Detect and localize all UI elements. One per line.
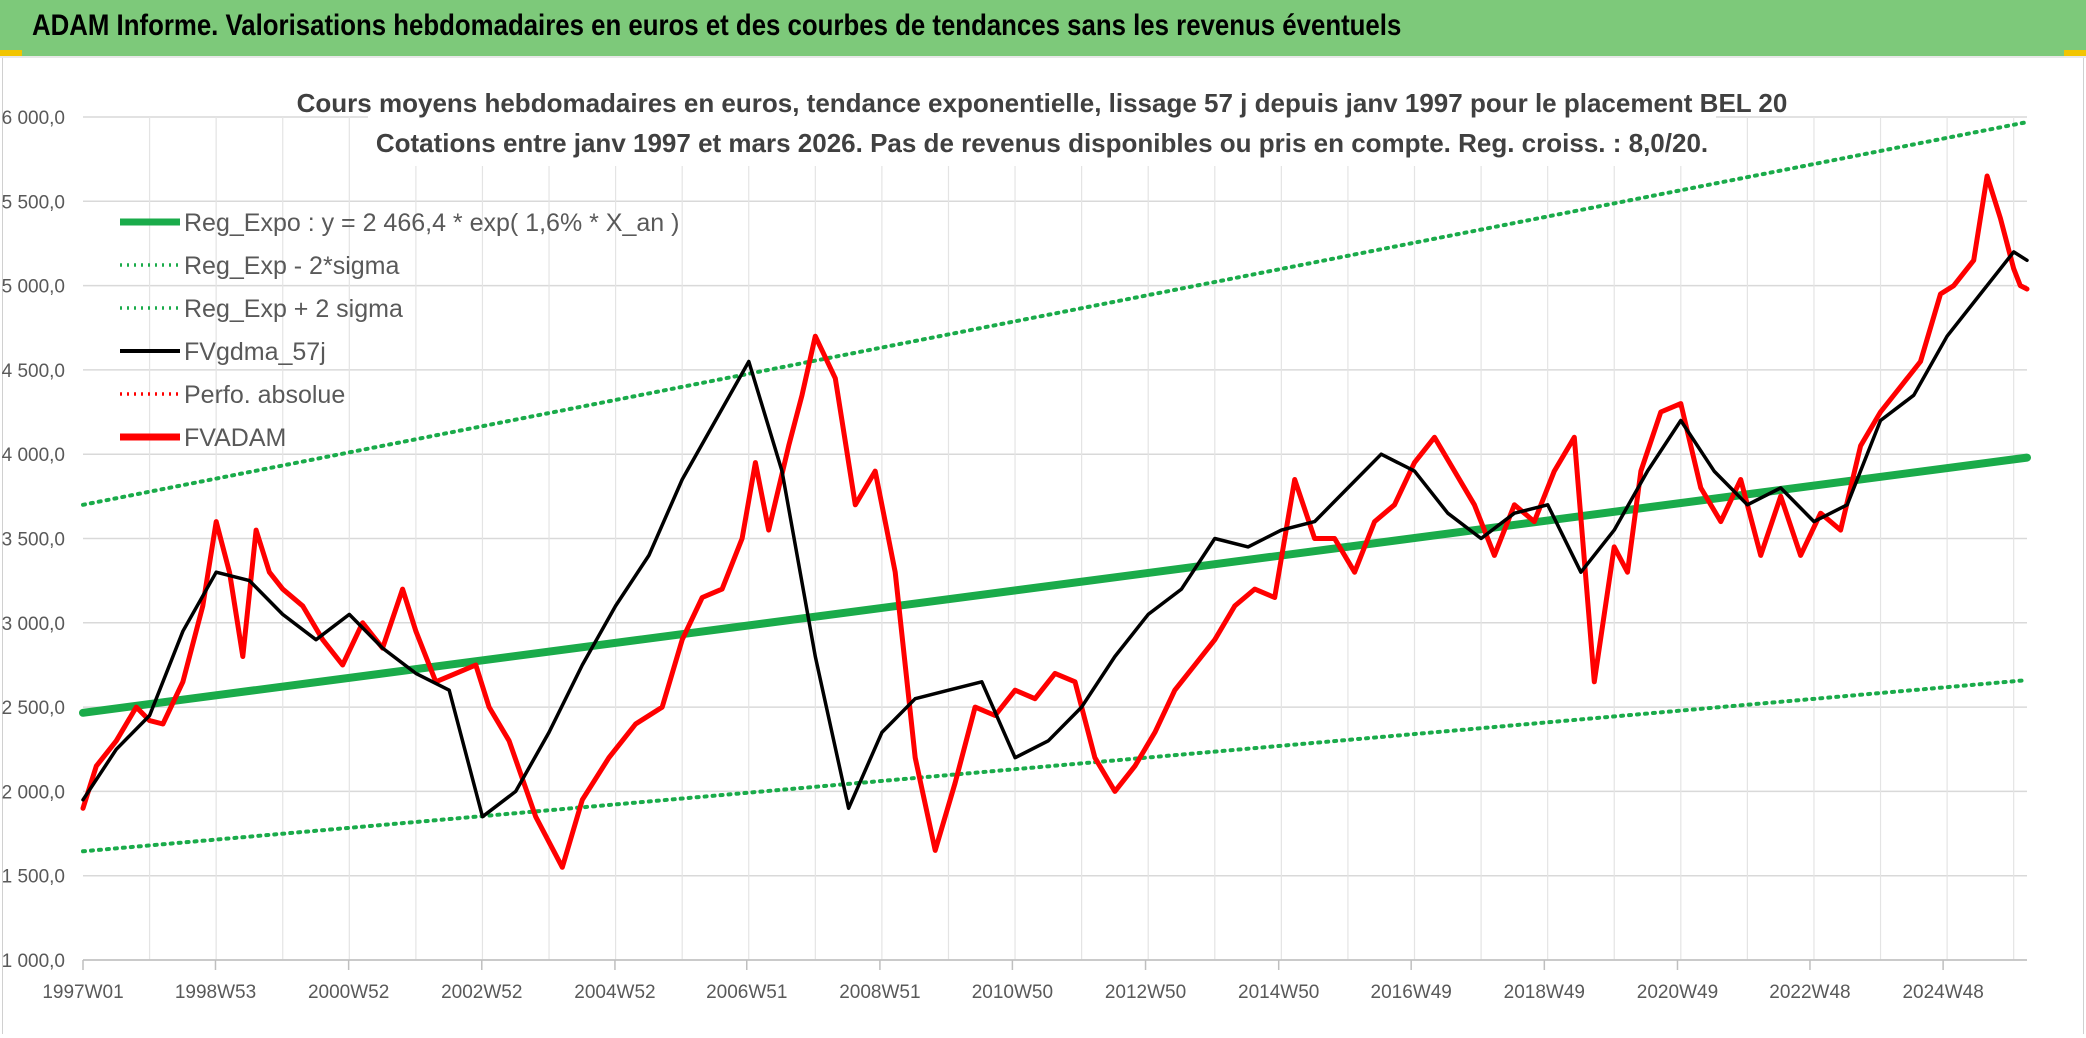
y-tick-label: 1 500,0: [2, 867, 65, 888]
y-tick-label: 5 500,0: [2, 192, 65, 213]
y-tick-label: 4 500,0: [2, 361, 65, 382]
chart-series: [79, 120, 2031, 870]
y-tick-label: 2 000,0: [2, 782, 65, 803]
x-tick-label: 2016W49: [1371, 982, 1452, 1003]
x-tick-label: 2020W49: [1637, 982, 1718, 1003]
report-banner: ADAM Informe. Valorisations hebdomadaire…: [0, 0, 2086, 58]
x-tick-label: 2022W48: [1769, 982, 1850, 1003]
x-tick-label: 2008W51: [839, 982, 920, 1003]
y-tick-label: 3 500,0: [2, 530, 65, 551]
banner-corner-left: [0, 50, 22, 56]
report-title: ADAM Informe. Valorisations hebdomadaire…: [32, 9, 1402, 42]
chart-legend: Reg_Expo : y = 2 466,4 * exp( 1,6% * X_a…: [120, 209, 679, 452]
series-line-reg-exp-2-sigma: [81, 678, 2029, 854]
x-tick-label: 2012W50: [1105, 982, 1186, 1003]
y-tick-label: 3 000,0: [2, 614, 65, 635]
y-axis-ticks: 1 000,0 1 500,0 2 000,0 2 500,0 3 000,0 3 500…: [2, 108, 65, 972]
title-background: [368, 80, 1716, 166]
chart-subtitle: Cotations entre janv 1997 et mars 2026. …: [376, 128, 1708, 158]
x-tick-label: 2014W50: [1238, 982, 1319, 1003]
chart-grid: [83, 116, 2027, 961]
series-line-reg-exp-2-sigma: [81, 120, 2029, 507]
series-line-reg-expo-y-2-466-4-exp-1-6-x-an: [79, 453, 2031, 717]
x-axis-ticks: 1997W01 1998W53 2000W52 2002W52 2004W52 2006W…: [42, 960, 1984, 1003]
x-tick-label: 2000W52: [308, 982, 389, 1003]
x-tick-label: 2024W48: [1902, 982, 1983, 1003]
legend-label: Reg_Exp - 2*sigma: [184, 252, 399, 280]
y-tick-label: 6 000,0: [2, 108, 65, 129]
legend-label: FVADAM: [184, 424, 286, 452]
x-tick-label: 1997W01: [42, 982, 123, 1003]
series-line-fvgdma-57j: [81, 250, 2029, 819]
x-tick-label: 2018W49: [1504, 982, 1585, 1003]
x-tick-label: 1998W53: [175, 982, 256, 1003]
legend-label: Perfo. absolue: [184, 381, 345, 409]
banner-corner-right: [2064, 50, 2086, 56]
chart-frame: [2, 58, 2084, 1034]
legend-label: Reg_Expo : y = 2 466,4 * exp( 1,6% * X_a…: [184, 209, 679, 237]
x-tick-label: 2002W52: [441, 982, 522, 1003]
x-tick-label: 2010W50: [972, 982, 1053, 1003]
y-tick-label: 5 000,0: [2, 277, 65, 298]
x-tick-label: 2006W51: [706, 982, 787, 1003]
y-tick-label: 1 000,0: [2, 951, 65, 972]
chart-title: Cours moyens hebdomadaires en euros, ten…: [297, 88, 1788, 118]
y-tick-label: 4 000,0: [2, 445, 65, 466]
x-tick-label: 2004W52: [574, 982, 655, 1003]
legend-label: FVgdma_57j: [184, 338, 326, 366]
legend-label: Reg_Exp + 2 sigma: [184, 295, 403, 323]
y-tick-label: 2 500,0: [2, 698, 65, 719]
